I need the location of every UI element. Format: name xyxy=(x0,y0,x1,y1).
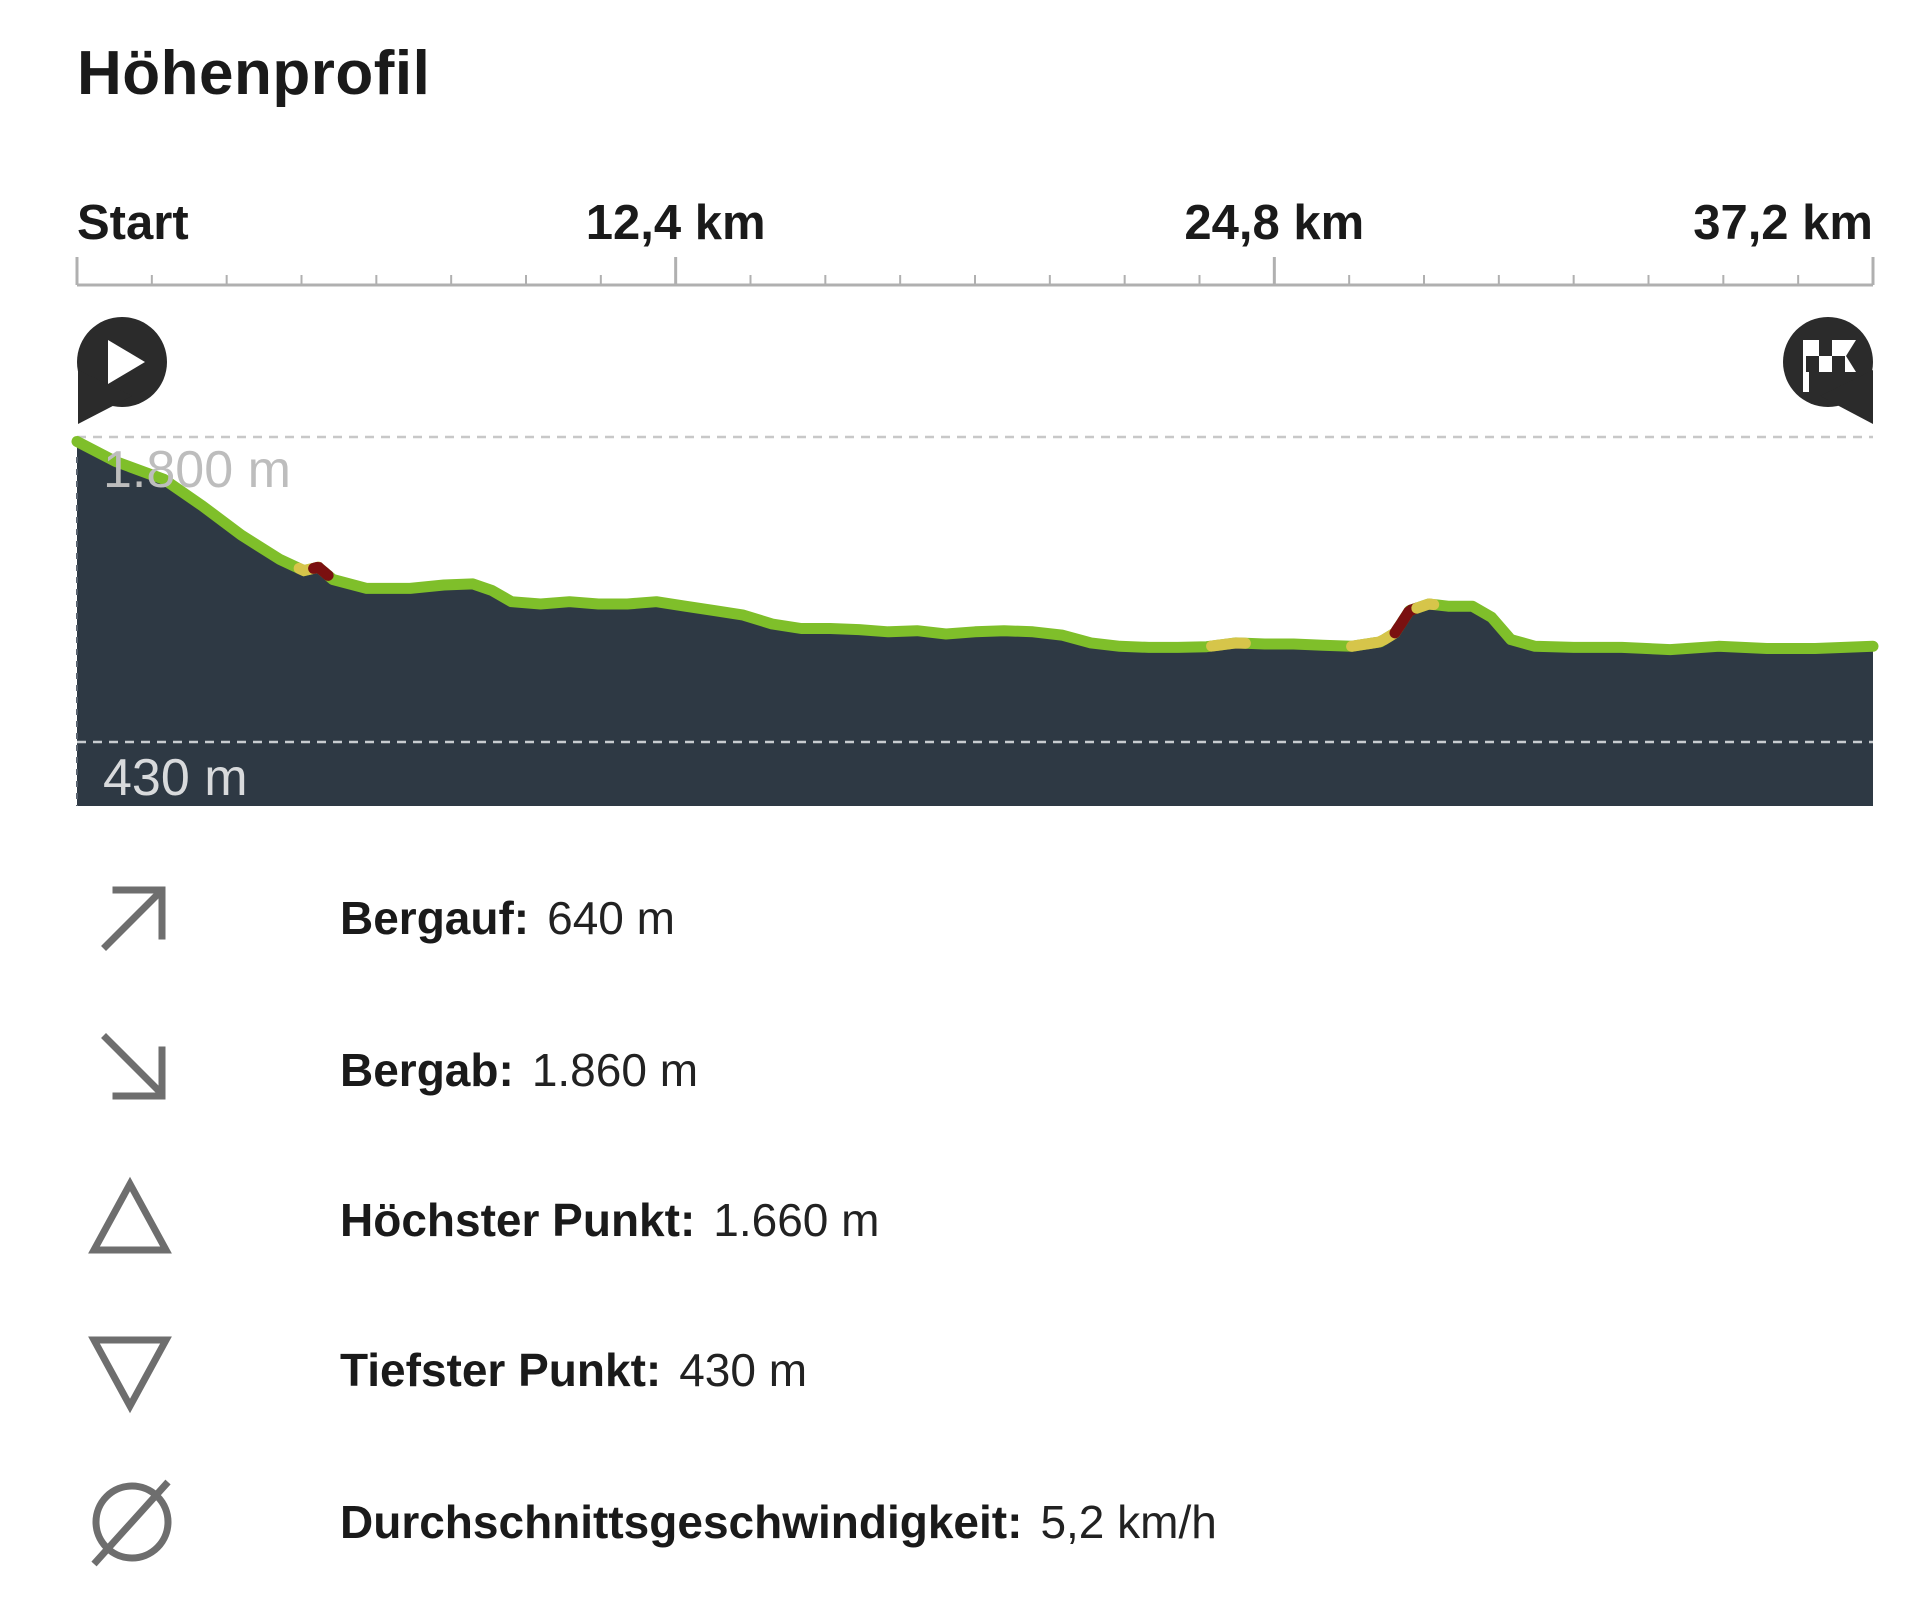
stat-value: 1.660 m xyxy=(713,1194,880,1246)
page-title: Höhenprofil xyxy=(77,39,431,108)
x-tick-label: Start xyxy=(77,196,189,250)
stat-row: Durchschnittsgeschwindigkeit: 5,2 km/h xyxy=(0,1462,1920,1582)
stat-label: Bergab: xyxy=(340,1044,514,1096)
stat-value: 640 m xyxy=(547,892,675,944)
stat-text: Durchschnittsgeschwindigkeit: 5,2 km/h xyxy=(340,1495,1217,1549)
elevation-plot: 1.800 m 430 m xyxy=(71,435,1879,807)
stat-value: 430 m xyxy=(679,1344,808,1396)
gradient-segment-moderate xyxy=(1346,627,1401,652)
x-tick-label: 12,4 km xyxy=(585,196,766,250)
gradient-segment-moderate xyxy=(1206,637,1251,652)
y-ref-label-high: 1.800 m xyxy=(103,441,291,499)
x-tick-label: 24,8 km xyxy=(1184,196,1365,250)
flag-check xyxy=(1819,340,1832,356)
gradient-segment-moderate xyxy=(1411,598,1440,614)
stat-row: Tiefster Punkt: 430 m xyxy=(0,1310,1920,1430)
gradient-segment-steep xyxy=(308,561,334,581)
pin-tail xyxy=(1820,370,1873,424)
y-ref-label-low: 430 m xyxy=(103,749,248,807)
stat-label: Höchster Punkt: xyxy=(340,1194,696,1246)
stat-row: Bergauf: 640 m xyxy=(0,858,1920,978)
elevation-profile-chart[interactable]: 1.800 m 430 m xyxy=(0,0,1920,830)
stat-text: Bergauf: 640 m xyxy=(340,891,675,945)
stat-label: Durchschnittsgeschwindigkeit: xyxy=(340,1496,1023,1548)
play-icon xyxy=(108,340,145,384)
stat-text: Bergab: 1.860 m xyxy=(340,1043,698,1097)
stat-row: Bergab: 1.860 m xyxy=(0,1010,1920,1130)
pin-tail xyxy=(78,370,132,424)
stat-text: Höchster Punkt: 1.660 m xyxy=(340,1193,879,1247)
stat-text: Tiefster Punkt: 430 m xyxy=(340,1343,807,1397)
average-icon xyxy=(80,1472,180,1572)
flag-check xyxy=(1832,356,1845,372)
stat-label: Bergauf: xyxy=(340,892,530,944)
x-tick-label: 37,2 km xyxy=(1693,196,1873,250)
flag-check xyxy=(1806,356,1819,372)
stat-value: 5,2 km/h xyxy=(1040,1496,1217,1548)
elevation-line xyxy=(71,436,1879,656)
arrow-down-right-icon xyxy=(80,1020,180,1120)
triangle-up-icon xyxy=(80,1170,180,1270)
triangle-down-icon xyxy=(80,1320,180,1420)
stat-row: Höchster Punkt: 1.660 m xyxy=(0,1160,1920,1280)
elevation-area xyxy=(77,441,1873,806)
stat-label: Tiefster Punkt: xyxy=(340,1344,662,1396)
route-markers xyxy=(77,317,1873,424)
play-pin-icon[interactable] xyxy=(77,317,167,424)
arrow-up-right-icon xyxy=(80,868,180,968)
stat-value: 1.860 m xyxy=(531,1044,699,1096)
distance-axis xyxy=(75,257,1875,287)
checkered-flag-pin-icon[interactable] xyxy=(1783,317,1873,424)
